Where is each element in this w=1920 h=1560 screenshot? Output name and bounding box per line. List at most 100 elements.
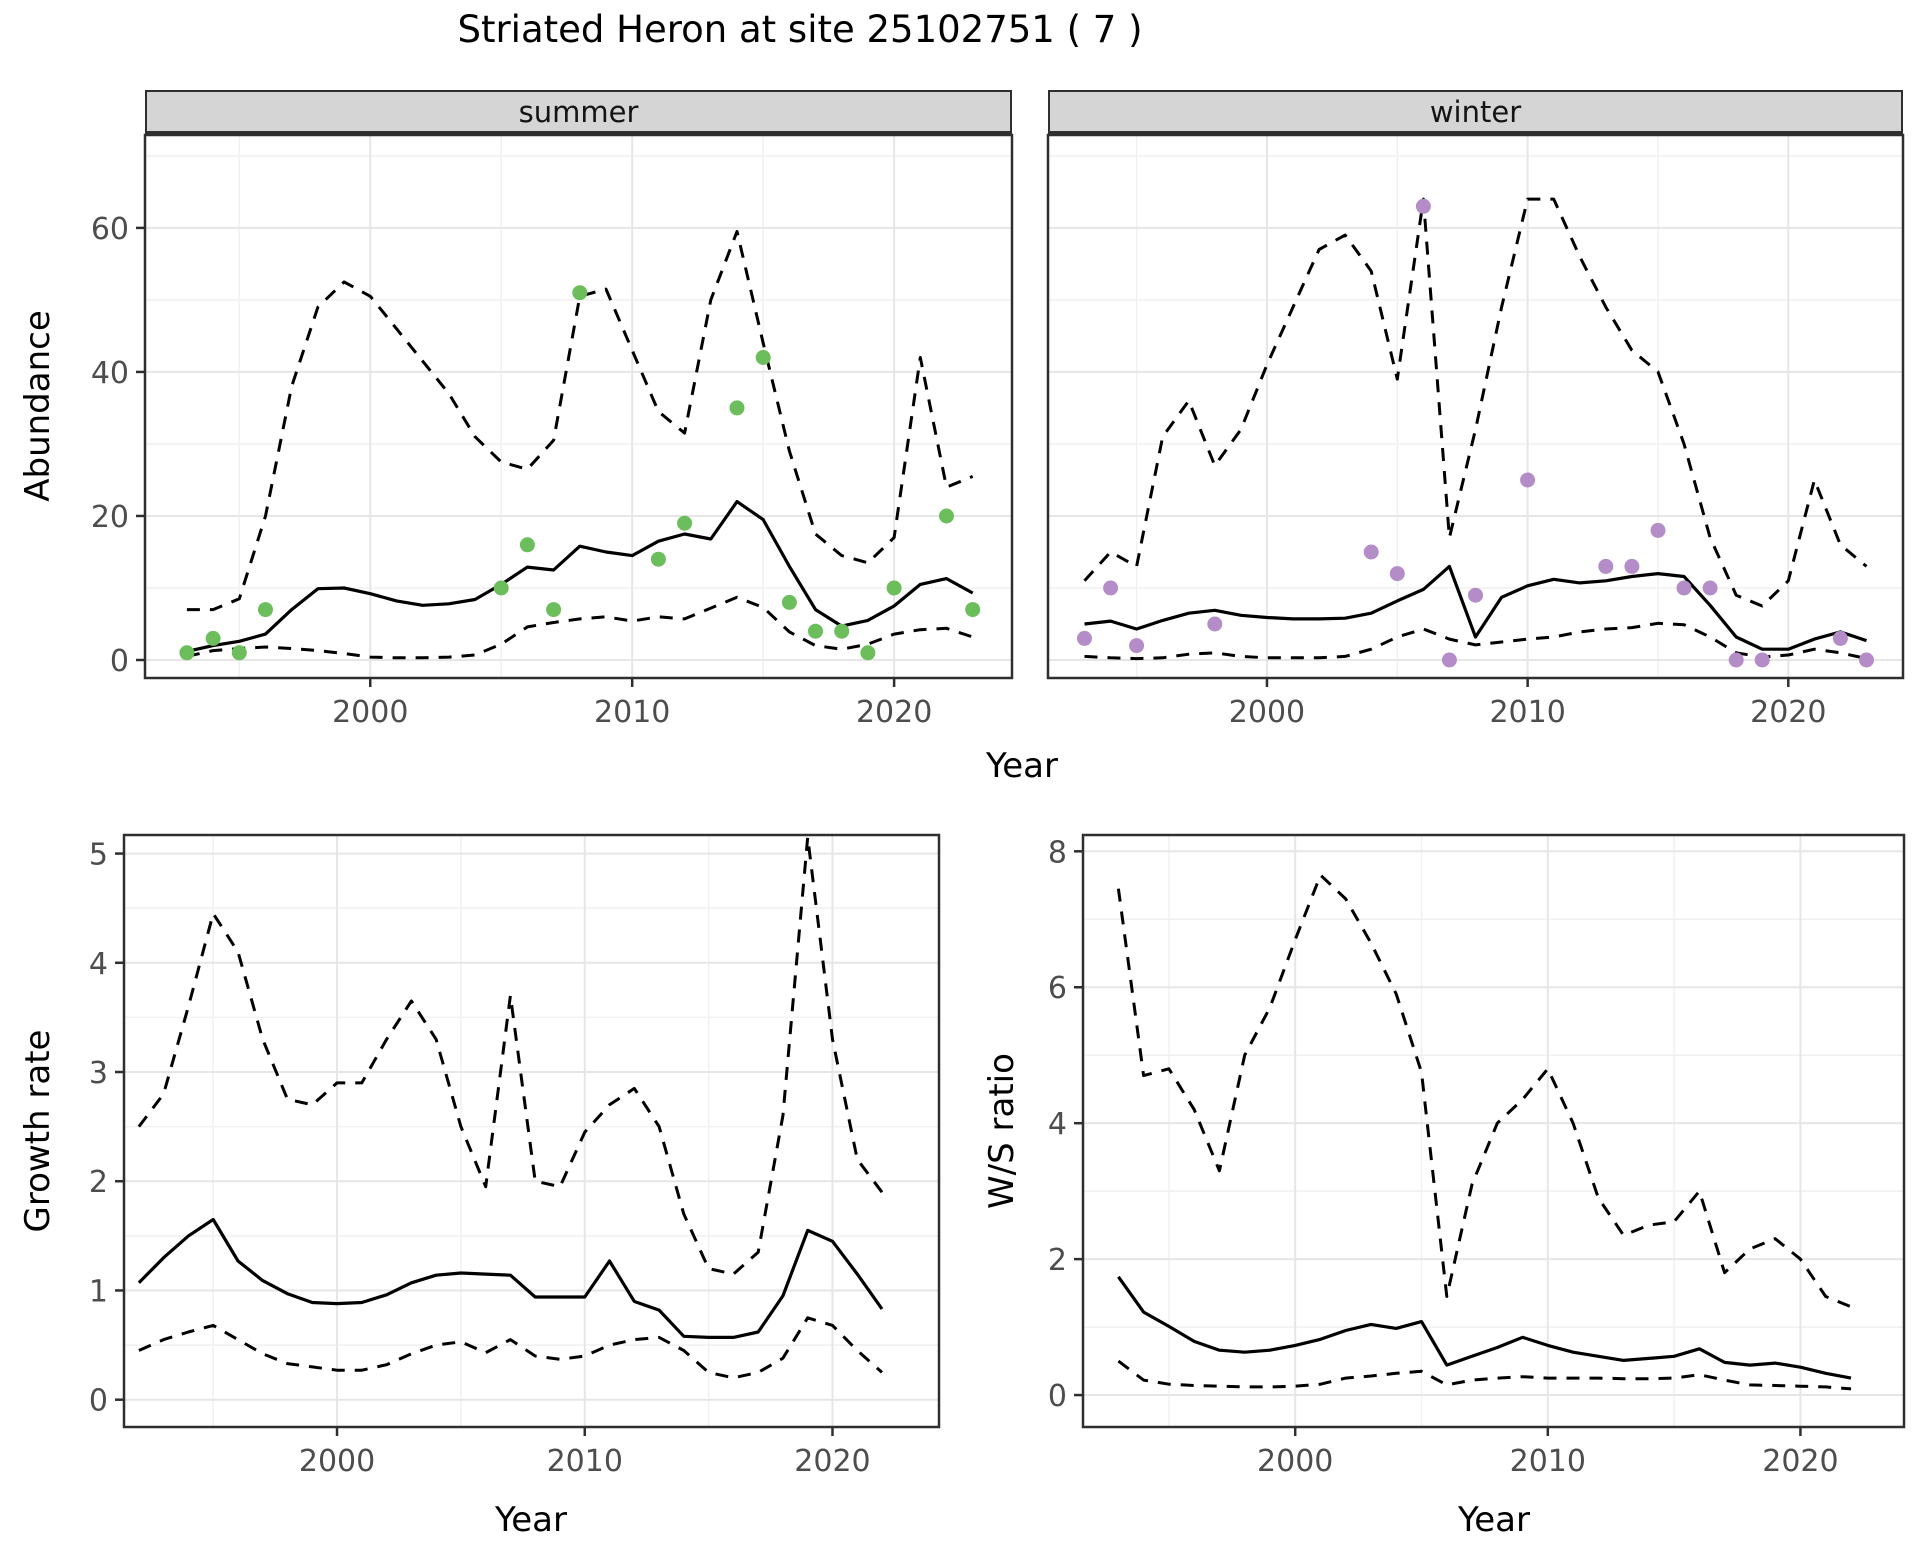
- y-tick-label: 0: [110, 644, 129, 679]
- data-point: [650, 551, 666, 567]
- data-point: [729, 400, 745, 416]
- mean-line: [1117, 1275, 1852, 1380]
- data-point: [1728, 652, 1744, 668]
- facet-strip-winter: winter: [1048, 90, 1903, 135]
- mean-line: [137, 1217, 884, 1340]
- data-point: [1363, 544, 1379, 560]
- x-tick-label: 2020: [1762, 1444, 1838, 1479]
- x-tick-label: 2020: [856, 695, 932, 730]
- data-point: [1129, 638, 1145, 654]
- panel-border: [1046, 133, 1905, 680]
- y-tick-label: 1: [89, 1274, 108, 1309]
- x-axis-title-top: Year: [986, 746, 1058, 786]
- upper_ci-line: [137, 835, 884, 1276]
- y-tick-label: 5: [89, 838, 108, 873]
- data-point: [546, 602, 562, 618]
- data-point: [1468, 587, 1483, 603]
- data-point: [519, 537, 535, 553]
- data-point: [1832, 630, 1848, 646]
- data-point: [677, 515, 693, 531]
- x-tick-label: 2010: [594, 695, 670, 730]
- lower_ci-line: [186, 595, 974, 660]
- panel-growth_rate: 2000 2010 2020 0 1 2 3 4 5: [89, 833, 941, 1479]
- x-tick-label: 2010: [1510, 1444, 1586, 1479]
- data-point: [1077, 630, 1092, 646]
- axes: 2000 2010 2020 0 1 2 3 4 5: [89, 838, 871, 1479]
- y-tick-label: 3: [89, 1056, 108, 1091]
- y-tick-label: 0: [89, 1384, 108, 1419]
- lower_ci-line: [1084, 621, 1867, 661]
- series-group: [137, 835, 884, 1380]
- data-point: [1624, 558, 1640, 574]
- data-point: [1520, 472, 1536, 488]
- data-point: [231, 645, 247, 661]
- y-tick-label: 4: [89, 947, 108, 982]
- lower_ci-line: [1117, 1359, 1852, 1391]
- data-point: [179, 645, 195, 661]
- data-point: [1598, 558, 1614, 574]
- axes: 2000 2010 2020 0 2 4 6 8: [1048, 835, 1839, 1479]
- plot-title: Striated Heron at site 25102751 ( 7 ): [457, 8, 1143, 51]
- x-tick-label: 2000: [1229, 695, 1305, 730]
- data-point: [939, 508, 954, 524]
- data-point: [205, 630, 221, 646]
- series-group: [1116, 873, 1852, 1391]
- x-tick-label: 2000: [299, 1444, 375, 1479]
- x-tick-label: 2000: [1257, 1444, 1333, 1479]
- y-tick-label: 20: [91, 500, 129, 535]
- data-point: [860, 645, 876, 661]
- gridlines: [124, 835, 939, 1427]
- data-point: [1859, 652, 1874, 668]
- data-point: [1650, 522, 1666, 538]
- facet-strip-winter-label: winter: [1429, 94, 1522, 129]
- gridlines: [1083, 835, 1904, 1427]
- mean-line: [1084, 564, 1868, 651]
- panel-abundance_summer: 2000 2010 2020 0 20 40 60: [91, 133, 1014, 730]
- y-tick-label: 8: [1048, 835, 1067, 870]
- panel-ws_ratio: 2000 2010 2020 0 2 4 6 8: [1048, 833, 1906, 1479]
- upper_ci-line: [1116, 873, 1852, 1309]
- y-tick-label: 2: [89, 1165, 108, 1200]
- winter-points: [1077, 198, 1874, 668]
- data-point: [965, 602, 981, 618]
- y-tick-label: 60: [91, 212, 129, 247]
- x-tick-label: 2010: [547, 1444, 623, 1479]
- data-point: [1754, 652, 1770, 668]
- x-axis-title-ws: Year: [1458, 1500, 1530, 1540]
- panel-border: [1081, 833, 1906, 1429]
- x-tick-label: 2000: [332, 695, 408, 730]
- y-tick-label: 0: [1048, 1379, 1067, 1414]
- upper_ci-line: [1083, 197, 1868, 608]
- panel-border: [143, 133, 1014, 680]
- panel-border: [122, 833, 941, 1429]
- panel-abundance_winter: 2000 2010 2020: [1046, 133, 1905, 730]
- data-point: [1207, 616, 1223, 632]
- upper_ci-line: [186, 230, 974, 612]
- data-point: [1441, 652, 1457, 668]
- data-point: [755, 350, 771, 365]
- mean-line: [186, 500, 974, 653]
- facet-strip-summer: summer: [145, 90, 1012, 135]
- y-tick-label: 2: [1048, 1243, 1067, 1278]
- x-axis-title-growth: Year: [495, 1500, 567, 1540]
- data-point: [572, 285, 588, 301]
- data-point: [1103, 580, 1119, 596]
- y-tick-label: 6: [1048, 971, 1067, 1006]
- data-point: [1676, 580, 1692, 596]
- data-point: [834, 623, 850, 639]
- axes: 2000 2010 2020: [1229, 678, 1826, 730]
- y-tick-label: 4: [1048, 1107, 1067, 1142]
- x-tick-label: 2010: [1489, 695, 1565, 730]
- data-point: [258, 602, 273, 618]
- facet-strip-summer-label: summer: [518, 94, 639, 129]
- y-tick-label: 40: [91, 356, 129, 391]
- data-point: [1415, 198, 1431, 214]
- summer-points: [179, 285, 981, 661]
- data-point: [886, 580, 902, 596]
- x-tick-label: 2020: [794, 1444, 870, 1479]
- data-point: [493, 580, 509, 596]
- x-tick-label: 2020: [1750, 695, 1826, 730]
- axes: 2000 2010 2020 0 20 40 60: [91, 212, 932, 730]
- data-point: [781, 594, 797, 610]
